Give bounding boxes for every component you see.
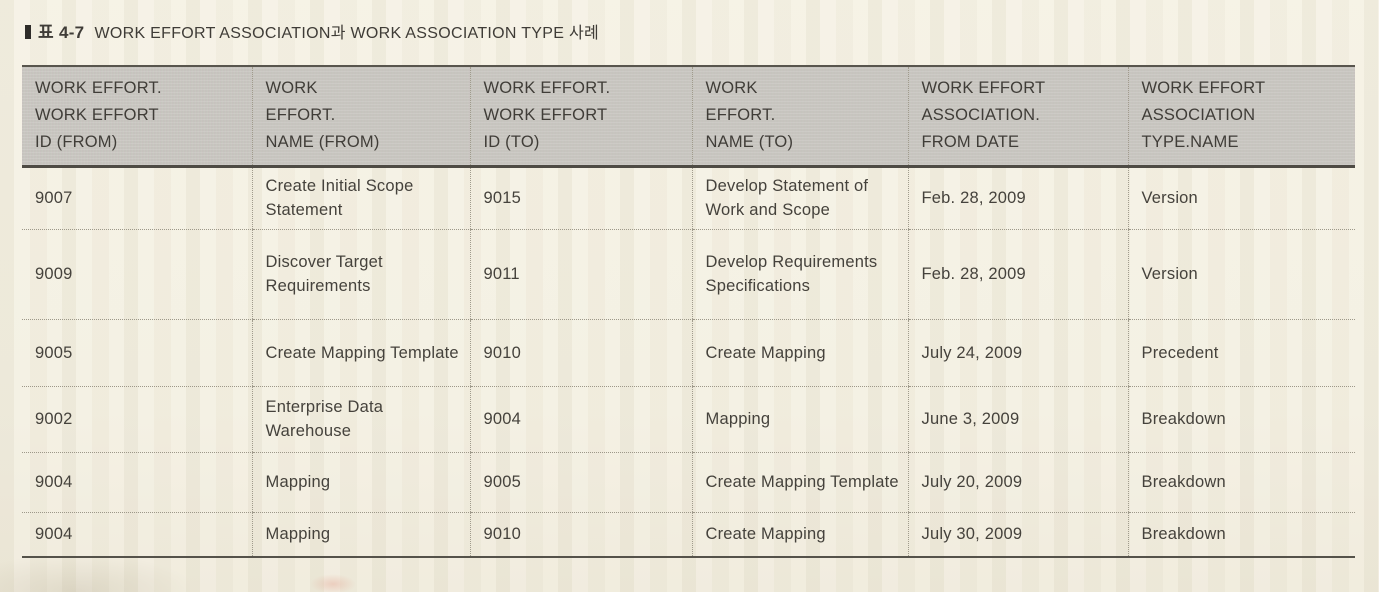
column-header-work-effort-name-to: WORK EFFORT. NAME (TO) (691, 65, 908, 168)
column-header-association-from-date: WORK EFFORT ASSOCIATION. FROM DATE (907, 65, 1128, 168)
table-row: 9005 Create Mapping Template 9010 Create… (22, 319, 1355, 387)
scan-smudge (0, 556, 190, 592)
cell-to-id: 9004 (469, 386, 692, 453)
header-line: FROM DATE (921, 133, 1020, 152)
cell-from-name: Discover Target Requirements (251, 229, 470, 320)
table-row: 9009 Discover Target Requirements 9011 D… (22, 229, 1355, 320)
cell-from-date: Feb. 28, 2009 (907, 166, 1128, 230)
cell-to-id: 9010 (469, 512, 692, 558)
cell-type-name: Precedent (1127, 319, 1355, 387)
table-row: 9004 Mapping 9005 Create Mapping Templat… (22, 452, 1355, 513)
header-line: WORK (705, 79, 758, 98)
header-line: WORK EFFORT. (483, 79, 611, 98)
header-line: EFFORT. (265, 106, 336, 125)
table-header-row: WORK EFFORT. WORK EFFORT ID (FROM) WORK … (22, 65, 1355, 168)
cell-from-name: Mapping (251, 512, 470, 558)
cell-to-id: 9011 (469, 229, 692, 320)
cell-type-name: Version (1127, 166, 1355, 230)
cell-from-id: 9004 (22, 452, 252, 513)
table-row: 9002 Enterprise Data Warehouse 9004 Mapp… (22, 386, 1355, 453)
table-row: 9004 Mapping 9010 Create Mapping July 30… (22, 512, 1355, 558)
scan-smudge (310, 574, 356, 592)
cell-from-name: Create Mapping Template (251, 319, 470, 387)
cell-to-name: Create Mapping Template (691, 452, 908, 513)
cell-to-name: Develop Statement of Work and Scope (691, 166, 908, 230)
cell-to-name: Create Mapping (691, 512, 908, 558)
cell-from-id: 9009 (22, 229, 252, 320)
cell-from-name: Enterprise Data Warehouse (251, 386, 470, 453)
column-header-work-effort-id-to: WORK EFFORT. WORK EFFORT ID (TO) (469, 65, 692, 168)
header-line: WORK EFFORT (35, 106, 159, 125)
cell-to-name: Mapping (691, 386, 908, 453)
column-header-association-type-name: WORK EFFORT ASSOCIATION TYPE.NAME (1127, 65, 1355, 168)
table-caption: 표 4-7 WORK EFFORT ASSOCIATION과 WORK ASSOC… (25, 18, 599, 43)
column-header-work-effort-id-from: WORK EFFORT. WORK EFFORT ID (FROM) (22, 65, 252, 168)
header-line: NAME (FROM) (265, 133, 380, 152)
cell-type-name: Breakdown (1127, 386, 1355, 453)
header-line: EFFORT. (705, 106, 776, 125)
header-line: WORK EFFORT (921, 79, 1046, 98)
table-row: 9007 Create Initial Scope Statement 9015… (22, 166, 1355, 230)
table-caption-number: 표 4-7 (38, 23, 85, 42)
cell-from-id: 9004 (22, 512, 252, 558)
cell-type-name: Breakdown (1127, 512, 1355, 558)
cell-from-date: July 24, 2009 (907, 319, 1128, 387)
caption-square-marker (25, 25, 31, 39)
header-line: ID (TO) (483, 133, 540, 152)
cell-type-name: Version (1127, 229, 1355, 320)
cell-from-date: July 30, 2009 (907, 512, 1128, 558)
cell-to-name: Develop Requirements Specifications (691, 229, 908, 320)
cell-from-date: July 20, 2009 (907, 452, 1128, 513)
table-caption-title: WORK EFFORT ASSOCIATION과 WORK ASSOCIATIO… (94, 25, 599, 42)
header-line: ASSOCIATION. (921, 106, 1041, 125)
cell-from-date: June 3, 2009 (907, 386, 1128, 453)
cell-to-name: Create Mapping (691, 319, 908, 387)
cell-from-id: 9007 (22, 166, 252, 230)
header-line: WORK EFFORT. (35, 79, 162, 98)
cell-from-name: Create Initial Scope Statement (251, 166, 470, 230)
header-line: WORK EFFORT (483, 106, 608, 125)
cell-to-id: 9015 (469, 166, 692, 230)
column-header-work-effort-name-from: WORK EFFORT. NAME (FROM) (251, 65, 470, 168)
header-line: WORK (265, 79, 318, 98)
cell-from-id: 9002 (22, 386, 252, 453)
header-line: WORK EFFORT (1141, 79, 1266, 98)
work-effort-association-table: WORK EFFORT. WORK EFFORT ID (FROM) WORK … (22, 65, 1355, 558)
header-line: ID (FROM) (35, 133, 118, 152)
cell-from-name: Mapping (251, 452, 470, 513)
cell-to-id: 9010 (469, 319, 692, 387)
cell-type-name: Breakdown (1127, 452, 1355, 513)
header-line: ASSOCIATION (1141, 106, 1256, 125)
cell-from-date: Feb. 28, 2009 (907, 229, 1128, 320)
cell-to-id: 9005 (469, 452, 692, 513)
header-line: TYPE.NAME (1141, 133, 1239, 152)
cell-from-id: 9005 (22, 319, 252, 387)
header-line: NAME (TO) (705, 133, 794, 152)
